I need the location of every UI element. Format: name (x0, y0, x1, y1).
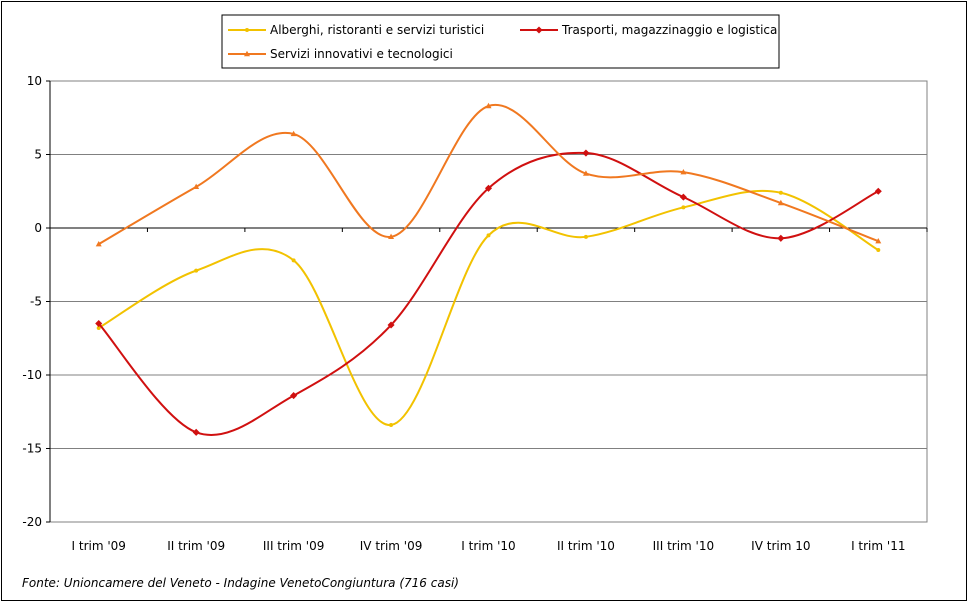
data-point (582, 149, 590, 157)
series-alberghi (96, 189, 881, 427)
x-tick-label: III trim '10 (653, 539, 714, 553)
x-tick-label: IV trim '09 (360, 539, 423, 553)
data-point (583, 234, 588, 239)
series-line (98, 189, 879, 426)
y-tick-label: -10 (22, 368, 42, 382)
data-point (485, 102, 492, 109)
data-point (874, 187, 882, 195)
legend-box (221, 14, 780, 69)
x-tick-label: I trim '11 (851, 539, 905, 553)
legend-marker (245, 28, 249, 32)
y-tick-label: -15 (22, 442, 42, 456)
x-tick-label: I trim '10 (461, 539, 515, 553)
y-tick-label: 0 (34, 221, 42, 235)
x-tick-label: II trim '09 (167, 539, 225, 553)
data-point (875, 238, 882, 244)
x-axis-ticks: I trim '09 II trim '09 III trim '09 IV trim… (49, 228, 928, 553)
data-point (96, 325, 101, 330)
data-point (778, 190, 783, 195)
source-note: Fonte: Unioncamere del Veneto - Indagine… (22, 576, 459, 590)
gridlines (50, 154, 927, 449)
data-point (291, 258, 296, 263)
data-point (192, 428, 200, 436)
legend-marker (244, 50, 250, 57)
data-point (486, 233, 491, 238)
data-point (777, 234, 785, 242)
data-point (95, 320, 103, 328)
series-line (98, 103, 879, 246)
data-point (389, 422, 394, 427)
y-tick-label: -20 (22, 515, 42, 529)
data-point (484, 184, 493, 192)
data-point (193, 183, 200, 190)
data-point (194, 268, 199, 273)
legend-label: Servizi innovativi e tecnologici (270, 47, 453, 61)
y-tick-label: 5 (34, 148, 42, 162)
legend-label: Alberghi, ristoranti e servizi turistici (270, 23, 484, 37)
data-point (582, 170, 589, 176)
data-point (95, 240, 102, 247)
x-tick-label: III trim '09 (263, 539, 324, 553)
series-line (97, 151, 879, 436)
y-axis-ticks: 10 5 0 -5 -10 -15 -20 (22, 74, 50, 529)
data-point (876, 248, 881, 253)
legend-entry-trasporti: Trasporti, magazzinaggio e logistica (520, 23, 777, 37)
series-servizi-innovativi (95, 102, 882, 247)
legend-label: Trasporti, magazzinaggio e logistica (561, 23, 777, 37)
data-point (388, 233, 395, 240)
legend-marker (535, 26, 543, 34)
y-tick-label: -5 (30, 295, 42, 309)
x-tick-label: II trim '10 (557, 539, 615, 553)
data-point (681, 205, 686, 210)
series-layer (95, 102, 882, 436)
x-tick-label: IV trim 10 (751, 539, 810, 553)
legend: Alberghi, ristoranti e servizi turistici… (221, 14, 780, 69)
data-point (290, 130, 297, 137)
series-trasporti (95, 149, 882, 436)
data-point (777, 199, 784, 206)
data-point (680, 168, 687, 175)
x-tick-label: I trim '09 (72, 539, 126, 553)
data-point (387, 321, 395, 329)
y-tick-label: 10 (27, 74, 42, 88)
data-point (679, 193, 687, 201)
legend-entry-alberghi: Alberghi, ristoranti e servizi turistici (228, 23, 484, 37)
data-point (290, 392, 298, 400)
legend-entry-servizi-innovativi: Servizi innovativi e tecnologici (228, 47, 453, 61)
